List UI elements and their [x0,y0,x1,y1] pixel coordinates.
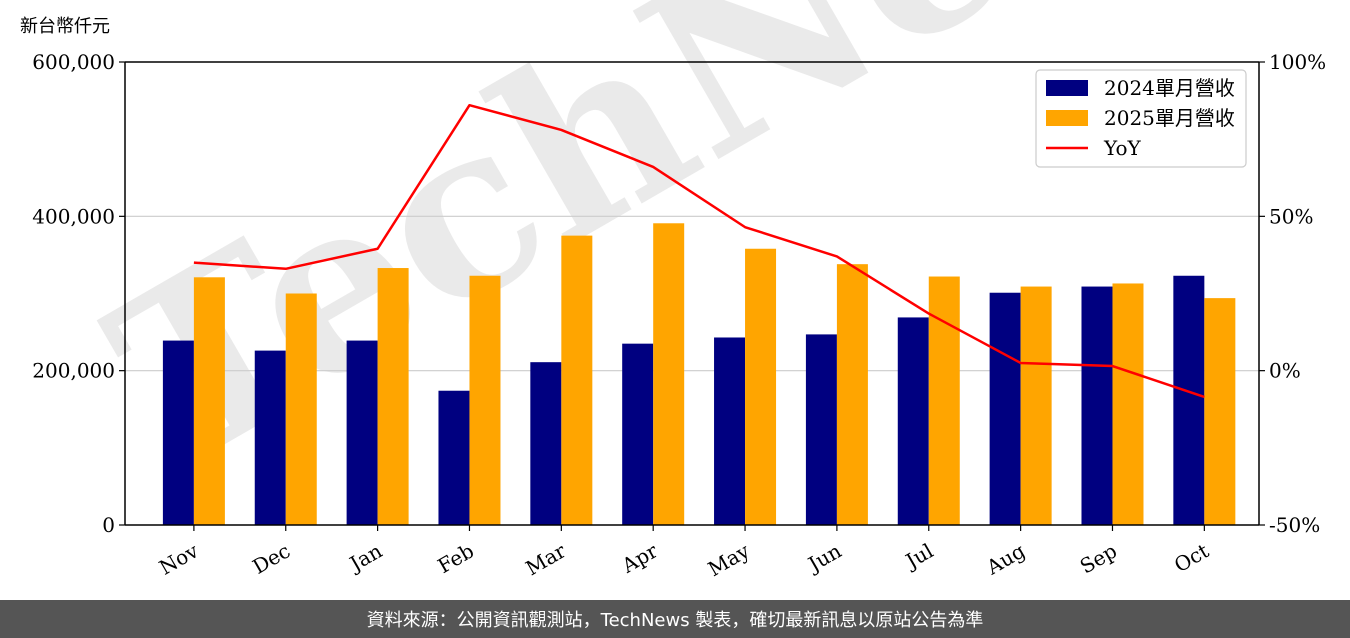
x-tick-label-nov: Nov [155,538,203,580]
bar-2025-jul [928,276,960,525]
legend-box [1035,69,1247,168]
bar-2025-jan [377,268,409,525]
bar-2024-oct [1173,275,1205,525]
bar-2025-mar [561,235,593,525]
bar-2025-may [745,248,777,525]
x-tick-label-jun: Jun [802,538,845,577]
bar-2024-dec [254,350,286,525]
x-tick-label-oct: Oct [1170,539,1213,578]
bar-2024-jul [897,317,929,525]
legend-swatch-1 [1046,110,1088,126]
x-tick-label-apr: Apr [617,538,662,578]
legend-swatch-0 [1046,80,1088,96]
right-tick-label: 50% [1269,204,1313,228]
x-tick-label-may: May [704,538,754,581]
x-tick-label-dec: Dec [248,539,294,579]
left-tick-label: 200,000 [32,359,115,383]
right-tick-label: -50% [1269,513,1320,537]
x-tick-label-jul: Jul [900,539,937,574]
bar-2025-aug [1020,286,1052,525]
left-tick-label: 400,000 [32,204,115,228]
bar-2024-jun [805,334,837,525]
legend-label-1: 2025單月營收 [1104,106,1235,130]
bar-2024-may [714,337,746,525]
source-text: 資料來源：公開資訊觀測站，TechNews 製表，確切最新訊息以原站公告為準 [366,610,984,631]
right-tick-label: 0% [1269,359,1301,383]
x-tick-label-aug: Aug [981,538,1029,579]
revenue-chart: TechNews0200,000400,000600,000-50%0%50%1… [32,0,1342,581]
legend-label-0: 2024單月營收 [1104,76,1235,100]
bar-2025-nov [193,277,225,525]
bar-2024-nov [162,340,194,525]
legend-label-yoy: YoY [1103,136,1142,160]
x-tick-label-jan: Jan [344,538,386,576]
x-tick-label-sep: Sep [1076,539,1121,579]
bar-2024-feb [438,390,470,525]
y-axis-unit-label: 新台幣仟元 [20,16,110,37]
x-tick-label-mar: Mar [521,538,570,580]
left-tick-label: 600,000 [32,50,115,74]
bar-2024-aug [989,292,1021,525]
bar-2025-sep [1112,283,1144,525]
bar-2025-apr [653,223,685,526]
right-tick-label: 100% [1269,50,1326,74]
yoy-line [193,103,1205,399]
x-tick-label-feb: Feb [434,539,478,578]
bar-2025-jun [836,264,868,525]
bar-2025-feb [469,275,501,525]
bar-2024-sep [1081,286,1113,525]
bar-2024-mar [530,362,562,525]
bar-2025-dec [285,293,317,525]
bar-2025-oct [1204,298,1236,525]
bar-2024-jan [346,340,378,525]
bar-2024-apr [622,343,654,525]
left-tick-label: 0 [102,513,115,537]
source-footer: 資料來源：公開資訊觀測站，TechNews 製表，確切最新訊息以原站公告為準 [0,600,1350,638]
